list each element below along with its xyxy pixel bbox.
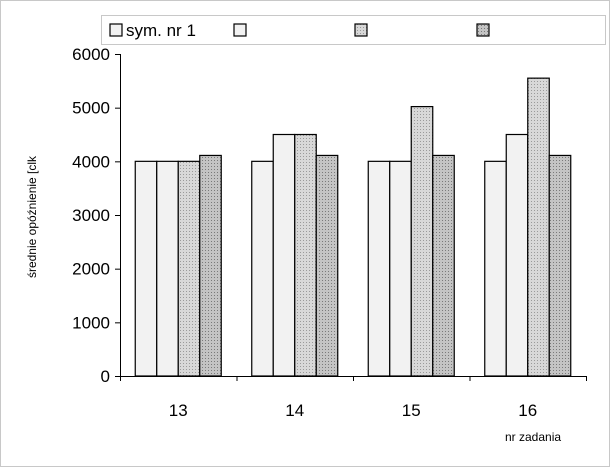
legend-swatch-3 — [354, 23, 368, 37]
y-tick-label: 0 — [101, 367, 110, 386]
legend-box — [101, 15, 606, 45]
y-tick-label: 4000 — [72, 152, 110, 171]
y-tick-label: 6000 — [72, 45, 110, 64]
bar-series1-14 — [251, 160, 274, 377]
x-axis-label: nr zadania — [505, 430, 561, 444]
bar-series1-15 — [367, 160, 391, 377]
legend: sym. nr 1 — [101, 15, 606, 45]
x-tick-label: 16 — [518, 401, 537, 420]
legend-swatch-4 — [476, 23, 490, 37]
legend-swatch-2 — [233, 23, 247, 37]
legend-label-1: sym. nr 1 — [126, 21, 196, 40]
bar-series4-14 — [315, 154, 339, 377]
x-axis: 13 14 15 16 — [120, 376, 587, 420]
bar-series1-13 — [134, 160, 158, 377]
bars — [134, 77, 572, 377]
bar-series2-16 — [505, 133, 529, 377]
legend-swatch-1 — [109, 23, 123, 37]
y-tick-label: 3000 — [72, 206, 110, 225]
bar-series4-15 — [432, 154, 455, 377]
y-tick-label: 5000 — [72, 99, 110, 118]
bar-series2-13 — [156, 160, 179, 377]
y-tick-label: 2000 — [72, 260, 110, 279]
bar-series3-16 — [527, 77, 550, 377]
x-tick-label: 14 — [285, 401, 304, 420]
y-tick-label: 1000 — [72, 313, 110, 332]
x-tick-label: 13 — [169, 401, 188, 420]
bar-series4-13 — [199, 154, 222, 377]
bar-series2-14 — [272, 133, 296, 377]
bar-series3-15 — [410, 105, 434, 377]
bar-series3-13 — [177, 160, 201, 377]
bar-series2-15 — [389, 160, 412, 377]
y-axis-label: średnie opóźnienie [clk — [25, 155, 39, 278]
bar-series3-14 — [294, 133, 317, 377]
x-tick-label: 15 — [402, 401, 421, 420]
bar-series4-16 — [548, 154, 572, 377]
bar-series1-16 — [484, 160, 507, 377]
y-axis: 0 1000 2000 3000 4000 5000 6000 — [72, 45, 120, 386]
